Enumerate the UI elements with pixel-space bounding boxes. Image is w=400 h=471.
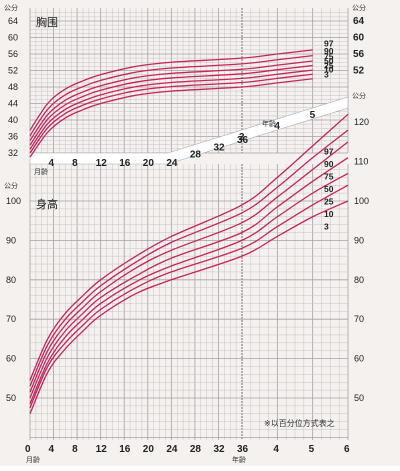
bottom-month-tick: 36 (237, 444, 249, 455)
chest-percentile-97-line (29, 49, 313, 131)
upper-month-tick: 4 (49, 158, 55, 169)
chest-percentile-50-line (29, 64, 313, 146)
chest-percentile-label: 25 (324, 61, 334, 71)
height-percentile-10-line (29, 184, 349, 409)
height-percentile-3-line (29, 200, 349, 415)
chest-chart-title: 胸围 (36, 15, 58, 29)
axis-labels: 9790755025103979075502510364605652484440… (6, 16, 369, 455)
height-y-tick-left: 100 (6, 196, 21, 206)
chest-percentile-90-line (29, 55, 313, 137)
chest-y-tick-left: 60 (8, 33, 18, 43)
height-percentile-label: 97 (324, 146, 334, 156)
chest-curves (29, 49, 313, 158)
bottom-month-tick: 8 (72, 444, 78, 455)
height-percentile-90-line (29, 129, 349, 387)
bottom-year-tick: 5 (309, 444, 315, 455)
height-percentile-50-line (29, 157, 349, 399)
chest-percentile-label: 90 (324, 46, 334, 56)
bottom-month-tick: 28 (190, 444, 202, 455)
height-grid (29, 164, 349, 440)
bottom-year-tick: 4 (273, 444, 279, 455)
chest-percentile-75-line (29, 60, 313, 141)
height-y-tick-right: 110 (354, 157, 368, 167)
upper-month-tick: 28 (190, 150, 202, 161)
chest-y-tick-right: 56 (353, 49, 365, 60)
chest-percentile-3-line (29, 78, 313, 158)
height-percentile-label: 75 (324, 172, 334, 182)
chest-y-tick-left: 32 (8, 148, 18, 158)
upper-month-tick: 12 (96, 158, 108, 169)
chest-unit-right: 公分 (352, 3, 366, 12)
upper-month-tick: 36 (237, 135, 249, 146)
height-y-tick-left: 90 (6, 235, 16, 245)
height-unit-right: 公分 (352, 91, 366, 100)
height-y-tick-right: 120 (354, 117, 369, 127)
chest-percentile-label: 50 (324, 56, 334, 66)
bottom-month-tick: 20 (143, 444, 155, 455)
height-percentile-label: 25 (324, 197, 334, 207)
height-y-tick-left: 50 (6, 393, 16, 403)
height-percentile-label: 90 (324, 159, 334, 169)
height-chart-title: 身高 (36, 197, 58, 211)
bottom-month-tick: 12 (96, 444, 108, 455)
height-percentile-label: 3 (324, 222, 329, 232)
bottom-month-tick: 24 (166, 444, 178, 455)
height-y-tick-left: 70 (6, 314, 16, 324)
height-curves (29, 113, 349, 415)
upper-month-tick: 32 (213, 142, 225, 153)
month-unit-bottom: 月齡 (26, 455, 40, 464)
height-y-tick-left: 80 (6, 275, 16, 285)
bottom-month-tick: 32 (213, 444, 225, 455)
chest-percentile-label: 10 (324, 65, 334, 75)
height-y-tick-left: 60 (6, 354, 16, 364)
upper-year-tick: 3 (239, 132, 245, 143)
chest-y-tick-left: 48 (8, 82, 18, 92)
upper-month-tick: 16 (119, 158, 131, 169)
year-unit-upper: 年齡 (262, 119, 276, 128)
height-y-tick-right: 60 (354, 354, 364, 364)
height-y-tick-right: 70 (354, 314, 364, 324)
chest-y-tick-left: 40 (8, 115, 18, 125)
height-percentile-label: 10 (324, 209, 334, 219)
chest-y-tick-left: 52 (8, 66, 18, 76)
footnote: ※以百分位方式表之 (264, 418, 335, 428)
upper-year-tick: 4 (274, 121, 280, 132)
bottom-month-tick: 4 (49, 444, 55, 455)
chest-unit-left: 公分 (4, 3, 18, 12)
height-percentile-75-line (29, 141, 349, 393)
chest-y-tick-left: 44 (8, 99, 18, 109)
chest-y-tick-right: 64 (353, 16, 365, 27)
bottom-month-tick: 0 (25, 444, 31, 455)
height-y-tick-right: 100 (354, 196, 369, 206)
year-unit-bottom: 年齡 (232, 455, 246, 464)
bottom-year-tick: 6 (344, 444, 350, 455)
upper-month-tick: 24 (166, 158, 178, 169)
chest-percentile-label: 97 (324, 38, 334, 48)
bottom-month-tick: 16 (119, 444, 131, 455)
upper-month-tick: 20 (143, 158, 155, 169)
height-unit-left: 公分 (4, 181, 18, 190)
height-percentile-25-line (29, 172, 349, 405)
height-y-tick-right: 80 (354, 275, 364, 285)
chest-percentile-10-line (29, 73, 313, 154)
chest-percentile-label: 3 (324, 69, 329, 79)
height-percentile-label: 50 (324, 184, 334, 194)
chest-y-tick-left: 56 (8, 49, 18, 59)
height-percentile-97-line (29, 113, 349, 381)
chest-percentile-label: 75 (324, 52, 334, 62)
chest-y-tick-right: 60 (353, 33, 365, 44)
height-y-tick-right: 90 (354, 235, 364, 245)
chest-y-tick-left: 36 (8, 132, 18, 142)
chest-y-tick-left: 64 (8, 16, 18, 26)
height-y-tick-right: 50 (354, 393, 364, 403)
upper-year-tick: 5 (310, 110, 316, 121)
chest-y-tick-right: 52 (353, 66, 365, 77)
upper-month-tick: 8 (72, 158, 78, 169)
month-unit-upper: 月齡 (34, 167, 48, 176)
chest-percentile-25-line (29, 69, 313, 150)
